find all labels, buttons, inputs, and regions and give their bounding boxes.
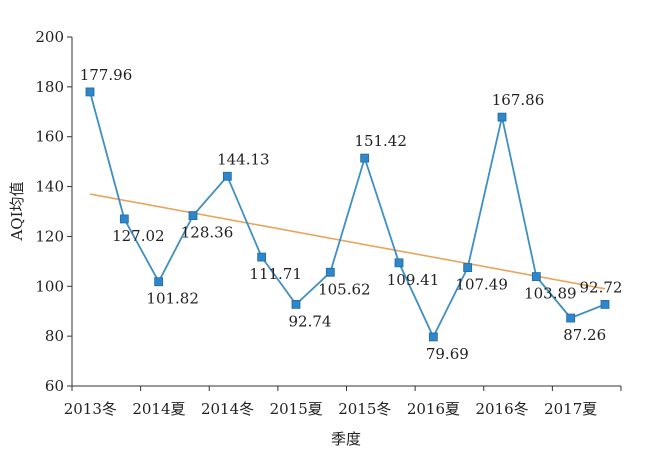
data-point (497, 112, 507, 122)
data-point (119, 214, 129, 224)
data-label: 101.82 (146, 290, 199, 308)
data-point (428, 332, 438, 342)
data-labels-layer: 177.96 127.02 101.82 128.36 144.13 111.71 92.7… (80, 66, 623, 363)
data-label: 177.96 (80, 66, 133, 84)
x-tick-label: 2014夏 (132, 400, 185, 418)
series-layer (85, 87, 610, 342)
data-label: 92.72 (580, 278, 623, 296)
data-label: 144.13 (217, 150, 270, 168)
data-point (394, 258, 404, 268)
x-tick-label: 2015冬 (338, 400, 391, 418)
y-tick-label: 200 (35, 28, 64, 46)
data-label: 127.02 (112, 227, 165, 245)
data-point (566, 313, 576, 323)
data-point (257, 252, 267, 262)
x-tick-label: 2015夏 (270, 400, 323, 418)
trendline (89, 193, 606, 290)
y-axis-title: AQI均值 (8, 181, 26, 241)
data-label: 128.36 (181, 224, 234, 242)
x-axis-title: 季度 (331, 430, 361, 448)
data-label: 105.62 (318, 280, 371, 298)
data-point (188, 211, 198, 220)
x-tick-label: 2016夏 (407, 400, 460, 418)
data-label: 167.86 (492, 91, 545, 109)
y-tick-label: 60 (45, 377, 64, 395)
data-label: 107.49 (455, 276, 508, 294)
data-point (154, 277, 164, 287)
x-tick-label: 2014冬 (201, 400, 254, 418)
trendline-layer (89, 193, 606, 290)
data-point (463, 263, 473, 273)
axes: 60 80 100 120 140 160 180 200 2013冬 2014夏 2014冬 201… (35, 28, 622, 418)
data-point (222, 171, 232, 181)
data-label: 79.69 (426, 345, 469, 363)
x-tick-label: 2016冬 (475, 400, 528, 418)
data-label: 87.26 (563, 326, 606, 344)
y-tick-label: 80 (45, 327, 64, 345)
data-point (600, 300, 610, 309)
series-line (89, 91, 606, 339)
x-tick-label: 2013冬 (64, 400, 117, 418)
y-tick-label: 100 (35, 277, 64, 295)
data-point (531, 272, 541, 281)
y-tick-label: 180 (35, 78, 64, 96)
data-label: 111.71 (249, 265, 302, 283)
data-label: 103.89 (524, 285, 577, 303)
data-point (85, 87, 95, 97)
y-tick-label: 120 (35, 227, 64, 245)
x-tick-label: 2017夏 (544, 400, 597, 418)
data-point (325, 267, 335, 277)
data-label: 109.41 (387, 271, 440, 289)
data-point (360, 153, 370, 163)
data-point (291, 299, 301, 309)
y-tick-label: 160 (35, 128, 64, 146)
y-tick-label: 140 (35, 178, 64, 196)
data-label: 151.42 (354, 132, 407, 150)
data-label: 92.74 (289, 312, 332, 330)
